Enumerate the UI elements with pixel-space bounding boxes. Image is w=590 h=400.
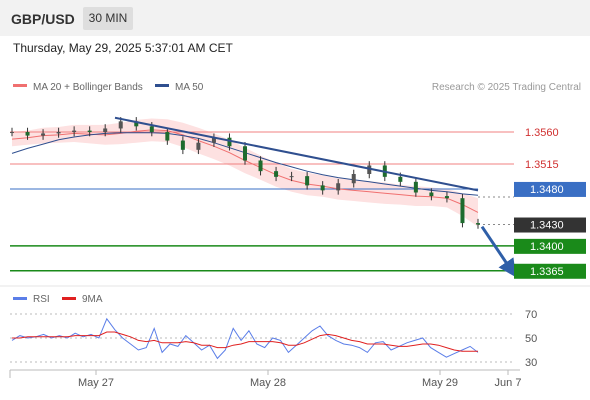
x-tick-label: Jun 7 <box>495 377 522 389</box>
rsi-panel: 70 50 30 <box>10 309 537 369</box>
price-candle <box>476 223 480 225</box>
price-candle <box>87 130 92 133</box>
x-axis: May 27 May 28 May 29 Jun 7 <box>78 370 522 389</box>
price-candle <box>351 174 356 184</box>
price-candle <box>398 176 403 182</box>
resistance-2-label: 1.3560 <box>525 127 559 139</box>
ma20-legend-label: MA 20 + Bollinger Bands <box>33 82 143 93</box>
price-candle <box>367 165 372 174</box>
rsi-ma-legend-label: 9MA <box>82 294 103 305</box>
resistance-1-label: 1.3515 <box>525 159 559 171</box>
price-candle <box>103 128 108 133</box>
support-1-label-box <box>514 238 586 254</box>
price-candle <box>444 196 449 199</box>
ma20-legend-swatch <box>13 84 27 87</box>
pivot-label-box <box>514 181 586 197</box>
downtrend-line <box>114 116 479 192</box>
price-candle <box>41 133 46 136</box>
price-candle <box>56 132 61 134</box>
bollinger-band <box>12 118 478 227</box>
x-tick-label: May 27 <box>78 377 114 389</box>
rsi-ma-legend-swatch <box>62 297 76 300</box>
projection-arrow <box>480 225 517 278</box>
rsi-legend-swatch <box>13 297 27 300</box>
price-candle <box>305 176 310 186</box>
price-candle <box>118 121 123 129</box>
ma50-legend-swatch <box>155 84 169 87</box>
series-layer <box>10 116 517 278</box>
chart-header-bar: GBP/USD 30 MIN <box>0 0 590 36</box>
price-candle <box>180 140 185 150</box>
price-candle <box>72 130 77 133</box>
price-candle <box>320 185 325 191</box>
symbol-label: GBP/USD <box>11 11 75 27</box>
x-tick-label: May 29 <box>422 377 458 389</box>
x-tick-label: May 28 <box>250 377 286 389</box>
price-candle <box>227 137 232 147</box>
rsi-line <box>11 317 479 360</box>
last-label: 1.3430 <box>530 220 564 232</box>
price-candle <box>429 192 434 197</box>
level-labels-layer: 1.3560 1.3515 1.3480 1.3430 1.3400 1.3365 <box>514 127 586 279</box>
rsi-tick-50: 50 <box>525 333 537 345</box>
price-candle <box>413 181 418 193</box>
ma50-legend-label: MA 50 <box>175 82 204 93</box>
support-1-label: 1.3400 <box>530 241 564 253</box>
research-credit: Research © 2025 Trading Central <box>432 82 581 93</box>
chart-datetime: Thursday, May 29, 2025 5:37:01 AM CET <box>13 41 233 55</box>
price-candle <box>258 160 263 172</box>
price-candle <box>134 121 139 127</box>
rsi-tick-70: 70 <box>525 309 537 321</box>
price-candle <box>243 146 247 161</box>
rsi-tick-30: 30 <box>525 357 537 369</box>
price-candle <box>196 142 201 150</box>
support-2-label-box <box>514 263 586 279</box>
last-label-box <box>514 217 586 233</box>
price-candle <box>149 126 154 133</box>
rsi-ma-line <box>12 331 478 352</box>
rsi-legend-label: RSI <box>33 294 50 305</box>
bollinger-band-area <box>12 118 478 227</box>
timeframe-button[interactable]: 30 MIN <box>83 7 133 30</box>
price-candle <box>289 176 294 178</box>
pivot-label: 1.3480 <box>530 184 564 196</box>
price-candle <box>10 132 14 134</box>
support-2-label: 1.3365 <box>530 266 564 278</box>
price-candle <box>274 171 279 177</box>
price-candle <box>165 132 170 141</box>
price-candle <box>460 198 465 224</box>
price-candle <box>211 137 216 143</box>
price-candle <box>336 183 341 191</box>
price-candle <box>25 132 30 136</box>
